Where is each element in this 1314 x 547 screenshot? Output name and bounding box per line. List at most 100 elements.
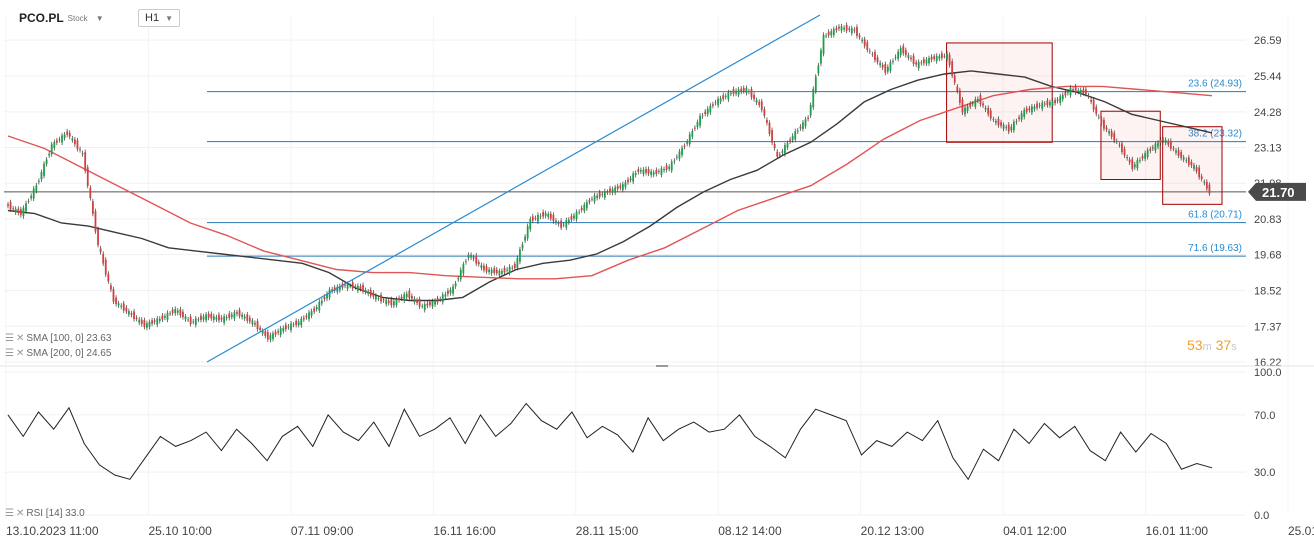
candle-body <box>287 326 290 328</box>
rsi-panel <box>7 402 1213 481</box>
candle-body <box>483 265 485 271</box>
candle-body <box>845 24 848 31</box>
candle-body <box>835 27 838 31</box>
instrument-type: Stock <box>67 13 88 23</box>
candle-body <box>1059 96 1062 103</box>
candle-body <box>817 65 820 74</box>
candle-body <box>799 126 802 129</box>
candle-body <box>645 169 647 173</box>
candle-body <box>61 135 63 143</box>
candle-body <box>521 244 524 249</box>
candle-body <box>210 313 213 319</box>
candle-body <box>856 26 858 36</box>
candle-body <box>37 180 40 182</box>
close-icon[interactable]: ✕ <box>15 333 25 344</box>
candle-body <box>964 107 966 115</box>
close-icon[interactable]: ✕ <box>15 348 25 359</box>
candle-body <box>758 101 761 106</box>
candle-body <box>508 266 511 274</box>
candle-body <box>696 121 699 127</box>
candle-body <box>850 28 853 34</box>
candle-body <box>112 289 115 302</box>
candle-body <box>156 318 159 325</box>
candle-body <box>629 178 632 180</box>
candle-body <box>874 51 876 61</box>
candle-body <box>727 92 730 100</box>
candle-body <box>1082 89 1085 94</box>
candle-body <box>665 165 668 170</box>
candle-body <box>974 99 977 107</box>
candle-body <box>48 153 51 156</box>
candle-body <box>354 286 357 288</box>
candle-body <box>241 314 244 318</box>
candle-body <box>408 290 411 299</box>
price-tick-label: 17.37 <box>1254 321 1282 333</box>
candle-body <box>135 317 138 319</box>
fib-level-label: 61.8 (20.71) <box>1188 210 1242 221</box>
candle-body <box>511 267 514 269</box>
candle-body <box>261 330 264 334</box>
fib-level-label: 23.6 (24.93) <box>1188 79 1242 90</box>
candle-body <box>475 255 478 264</box>
candle-body <box>1110 131 1113 137</box>
candle-body <box>706 108 709 115</box>
candle-body <box>470 254 472 258</box>
candle-body <box>426 303 429 306</box>
candle-body <box>863 39 866 47</box>
candle-body <box>678 151 681 159</box>
candle-body <box>848 28 851 30</box>
candle-body <box>1151 147 1154 149</box>
candle-body <box>182 311 184 318</box>
timeframe-selector[interactable]: H1 ▼ <box>138 9 180 27</box>
candle-body <box>1175 150 1177 153</box>
menu-icon[interactable]: ☰ <box>5 508 14 519</box>
candle-body <box>362 284 364 292</box>
candle-body <box>351 282 354 289</box>
menu-icon[interactable]: ☰ <box>5 333 14 344</box>
candle-body <box>434 300 436 305</box>
sma200-line <box>7 85 1213 280</box>
candle-body <box>189 316 192 325</box>
price-tick-label: 26.59 <box>1254 35 1282 47</box>
menu-icon[interactable]: ☰ <box>5 348 14 359</box>
candle-body <box>125 307 128 312</box>
time-tick-label: 25.10 10:00 <box>148 524 212 538</box>
trendline[interactable] <box>206 14 821 363</box>
candle-body <box>1159 139 1162 144</box>
candle-body <box>58 139 61 141</box>
legend-sma200[interactable]: ☰ ✕ SMA [200, 0] 24.65 <box>5 348 111 359</box>
legend-sma100[interactable]: ☰ ✕ SMA [100, 0] 23.63 <box>5 333 111 344</box>
time-tick-label: 08.12 14:00 <box>718 524 782 538</box>
candle-body <box>1013 121 1015 131</box>
candle-body <box>519 249 521 262</box>
current-price-label: 21.70 <box>1262 185 1295 200</box>
candle-body <box>953 75 956 83</box>
candle-body <box>1133 164 1136 168</box>
candle-body <box>755 100 758 103</box>
candle-body <box>935 55 938 62</box>
candle-body <box>22 207 25 217</box>
candle-body <box>940 53 943 59</box>
candle-body <box>1064 92 1067 96</box>
candle-body <box>7 204 9 206</box>
candle-body <box>333 287 336 291</box>
candle-body <box>1144 153 1147 159</box>
candle-body <box>943 56 946 57</box>
candle-body <box>557 222 560 225</box>
candle-body <box>485 266 488 272</box>
candle-body <box>35 185 38 191</box>
candle-body <box>1162 139 1165 141</box>
close-icon[interactable]: ✕ <box>15 508 25 519</box>
candle-body <box>421 306 424 307</box>
legend-rsi[interactable]: ☰ ✕ RSI [14] 33.0 <box>5 508 85 519</box>
candle-body <box>892 60 894 62</box>
rsi-label: RSI [14] 33.0 <box>26 508 85 519</box>
symbol-selector[interactable]: PCO.PL Stock ▼ <box>19 9 104 27</box>
candle-body <box>377 298 380 299</box>
candle-body <box>946 53 948 60</box>
candle-body <box>372 292 375 297</box>
candle-body <box>675 156 678 158</box>
candle-body <box>997 118 1000 126</box>
candle-body <box>429 302 431 305</box>
